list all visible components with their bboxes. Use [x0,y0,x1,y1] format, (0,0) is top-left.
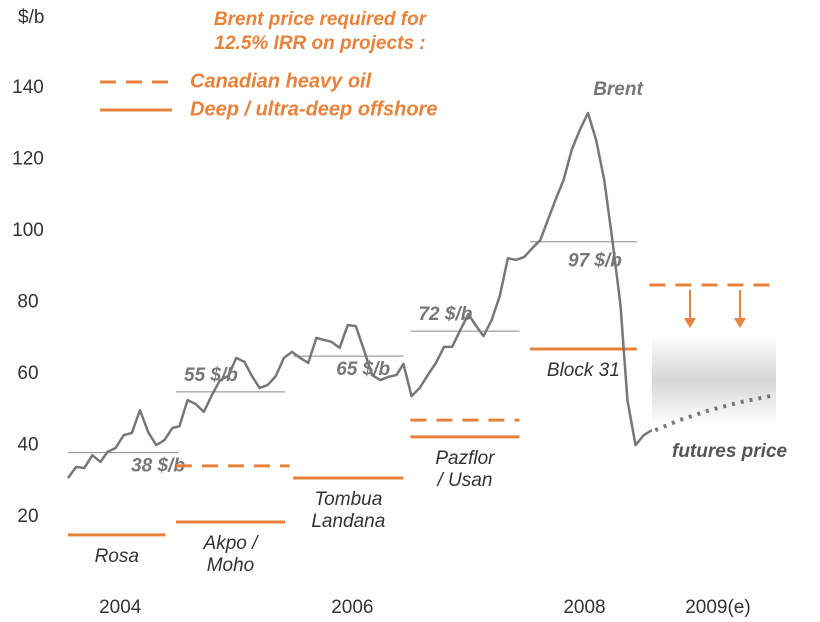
x-tick-label: 2006 [331,597,373,618]
y-tick-label: 20 [17,506,38,527]
project-label: Landana [311,511,385,532]
y-tick-label: 140 [12,77,44,98]
legend-title: 12.5% IRR on projects : [214,33,425,54]
project-label: Rosa [95,546,139,567]
y-tick-label: 80 [17,292,38,313]
series-label: futures price [672,441,788,462]
series-line [66,111,653,479]
y-axis-label: $/b [18,7,44,28]
x-tick-label: 2008 [563,597,605,618]
x-tick-label: 2004 [99,597,142,618]
average-label: 97 $/b [568,251,622,272]
project-label: Block 31 [547,360,620,381]
y-tick-label: 60 [17,363,38,384]
arrow-head [684,318,696,328]
project-label: / Usan [435,470,492,491]
legend-title: Brent price required for [214,9,428,30]
project-label: Moho [207,555,255,576]
project-label: Pazflor [435,448,495,469]
series-line [654,393,776,432]
project-label: Tombua [314,489,382,510]
average-label: 55 $/b [184,365,238,386]
arrow-head [734,318,746,328]
forecast-band [652,335,776,425]
average-label: 72 $/b [418,304,472,325]
y-tick-label: 40 [17,435,38,456]
x-tick-label: 2009(e) [685,597,751,618]
average-label: 65 $/b [336,359,390,380]
legend-label: Deep / ultra-deep offshore [190,98,437,120]
legend-label: Canadian heavy oil [190,70,372,92]
project-label: Akpo / [203,533,260,554]
average-label: 38 $/b [131,456,185,477]
series-label: Brent [593,79,643,100]
y-tick-label: 120 [12,149,44,170]
y-tick-label: 100 [12,220,44,241]
